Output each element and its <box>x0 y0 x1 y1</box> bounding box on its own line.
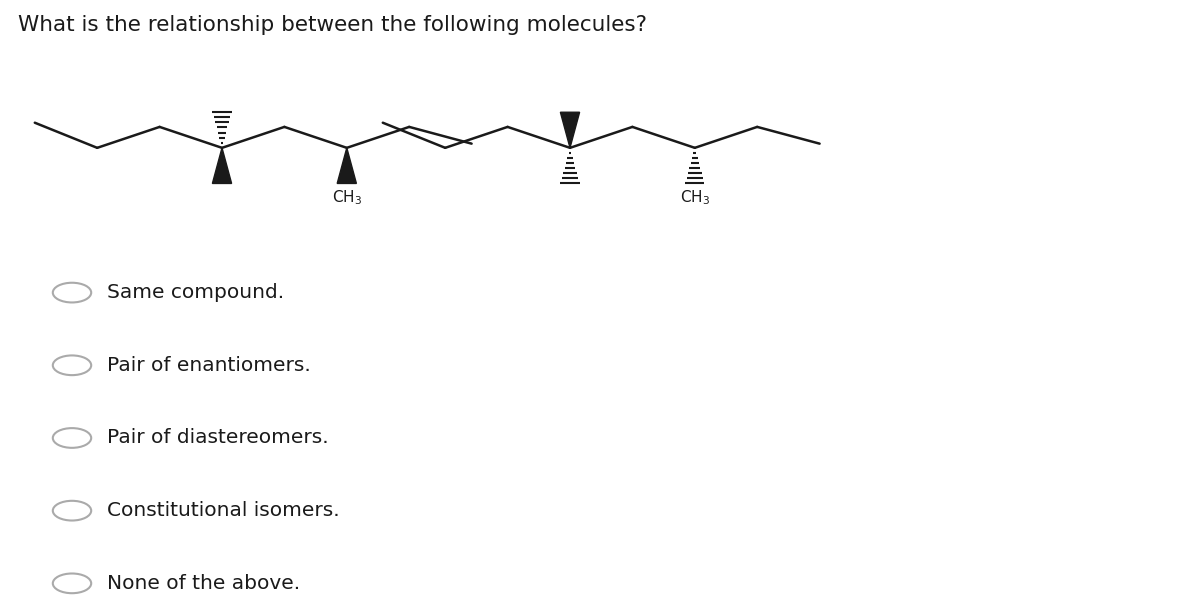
Text: Pair of enantiomers.: Pair of enantiomers. <box>107 356 311 375</box>
Polygon shape <box>212 148 232 184</box>
Text: Constitutional isomers.: Constitutional isomers. <box>107 501 340 520</box>
Text: CH$_3$: CH$_3$ <box>331 188 362 207</box>
Text: CH$_3$: CH$_3$ <box>679 188 710 207</box>
Text: What is the relationship between the following molecules?: What is the relationship between the fol… <box>18 15 647 35</box>
Polygon shape <box>560 112 580 148</box>
Text: Pair of diastereomers.: Pair of diastereomers. <box>107 429 329 447</box>
Text: None of the above.: None of the above. <box>107 574 300 593</box>
Text: Same compound.: Same compound. <box>107 283 284 302</box>
Polygon shape <box>337 148 356 184</box>
